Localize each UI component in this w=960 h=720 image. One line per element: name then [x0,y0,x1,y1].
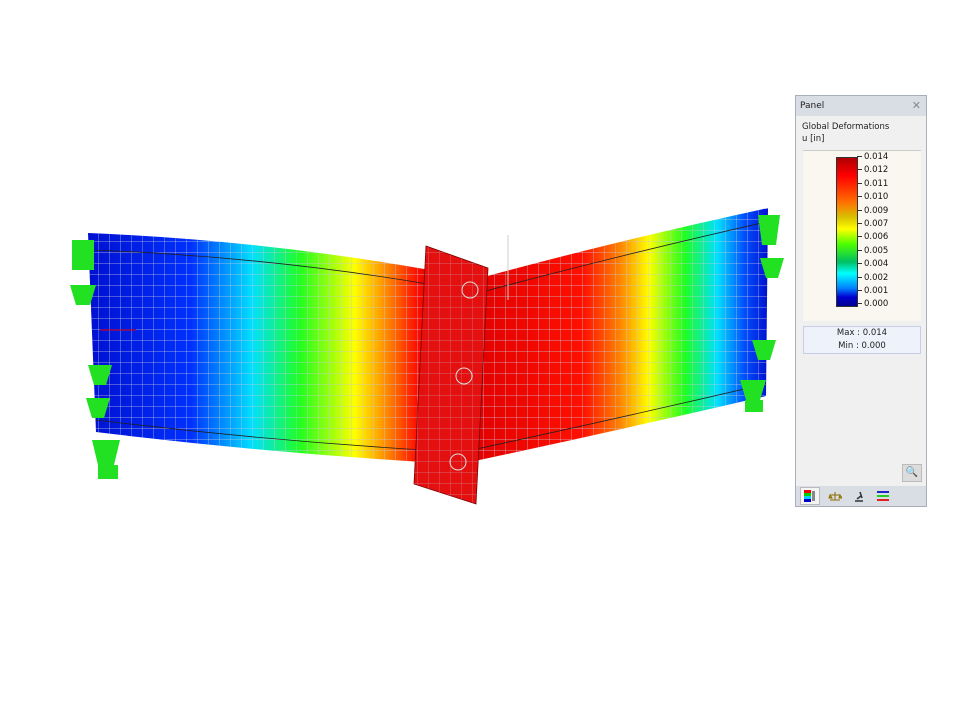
scale-tick-label: 0.009 [857,206,888,216]
scale-tick-label: 0.002 [857,273,888,283]
scale-tick-label: 0.004 [857,259,888,269]
scale-tick-label: 0.011 [857,179,888,189]
balance-icon[interactable] [826,488,844,504]
supports-right [740,215,784,412]
zoom-search-button[interactable]: 🔍 [902,464,922,482]
supports-left [70,240,120,479]
scale-tick-label: 0.005 [857,246,888,256]
color-scale-bar [836,157,858,307]
max-value: Max : 0.014 [836,328,888,338]
close-icon[interactable]: ✕ [911,99,921,112]
panel-tabs [796,486,926,506]
layers-icon[interactable] [874,488,892,504]
color-scale-icon[interactable] [800,487,820,505]
panel-title-bar: Panel ✕ [796,96,926,116]
end-plate [413,245,489,505]
result-type-label: Global Deformations [802,122,890,132]
color-scale: 0.014 0.012 0.011 0.010 0.009 0.007 0.006 0.005… [803,150,921,321]
scale-tick-label: 0.007 [857,219,888,229]
scale-tick-label: 0.006 [857,232,888,242]
scale-tick-label: 0.010 [857,192,888,202]
scale-tick-label: 0.001 [857,286,888,296]
left-beam [88,233,430,462]
unit-label: u [in] [802,134,825,144]
panel: Panel ✕ Global Deformations u [in] 0.014… [795,95,927,507]
scale-tick-label: 0.000 [857,299,888,309]
scale-tick-label: 0.014 [857,152,888,162]
panel-title: Panel [800,101,825,111]
scale-tick-label: 0.012 [857,165,888,175]
min-value: Min : 0.000 [838,341,886,351]
right-beam [470,208,768,462]
min-max-box: Max : 0.014 Min : 0.000 [803,326,921,354]
microscope-icon[interactable] [850,488,868,504]
